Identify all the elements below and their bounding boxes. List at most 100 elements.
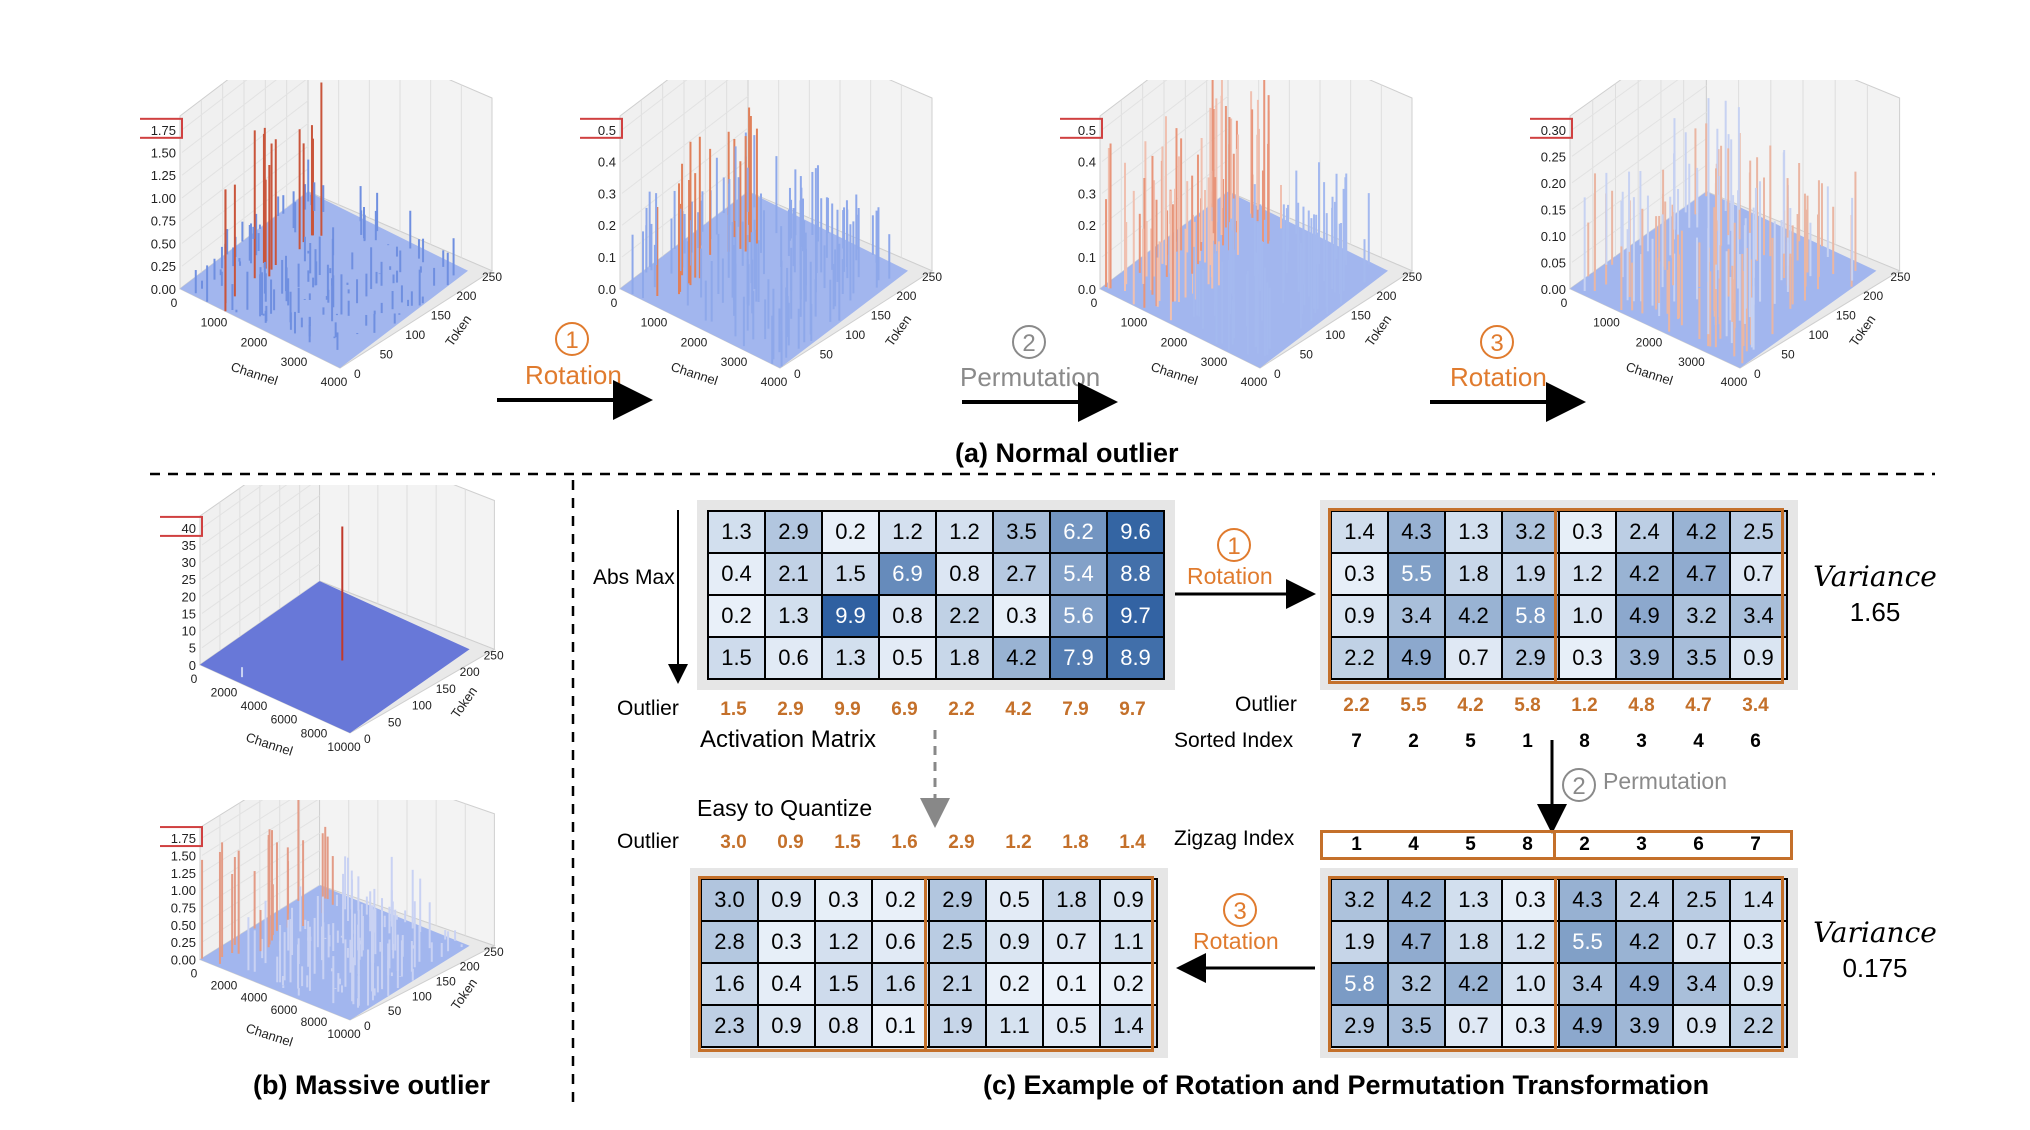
x-tick-label: 8000 (301, 1015, 328, 1029)
matrix-cell: 1.1 (985, 1004, 1044, 1048)
activation-outlier-values: 1.5 2.9 9.9 6.9 2.2 4.2 7.9 9.7 (705, 699, 1161, 721)
plot-surface (180, 82, 468, 368)
matrix-cell: 0.7 (1444, 1004, 1503, 1048)
list-value: 7 (1351, 731, 1362, 752)
z-tick-label: 0.0 (1078, 282, 1096, 297)
z-tick-label: 0.3 (598, 186, 616, 201)
matrix-cell: 1.3 (764, 594, 823, 638)
matrix-cell: 4.3 (1558, 878, 1617, 922)
plot-surface (620, 107, 908, 368)
matrix-cell: 4.9 (1387, 636, 1446, 680)
y-tick-label: 150 (436, 974, 456, 988)
y-tick-label: 50 (380, 348, 394, 362)
x-tick-label: 10000 (327, 740, 361, 754)
plot-grid-line (181, 77, 309, 176)
matrix-row: 1.4 4.3 1.3 3.2 0.3 2.4 4.2 2.5 (1330, 510, 1788, 554)
matrix-cell: 0.7 (1042, 920, 1101, 964)
variance-permuted: Variance 0.175 (1795, 916, 1955, 984)
z-tick-label: 0 (189, 658, 196, 673)
z-tick-label: 25 (182, 572, 196, 587)
z-tick-label: 0.75 (171, 900, 196, 915)
matrix-cell: 4.2 (1615, 552, 1674, 596)
x-tick-label: 2000 (241, 335, 268, 349)
z-tick-label: 0.4 (1078, 155, 1096, 170)
x-tick-label: 6000 (271, 713, 298, 727)
y-tick-label: 150 (431, 309, 451, 323)
y-tick-label: 50 (388, 1004, 402, 1018)
list-value: 3.0 (720, 832, 747, 853)
matrix-row: 0.4 2.1 1.5 6.9 0.8 2.7 5.4 8.8 (707, 552, 1165, 596)
z-tick-label: 0.10 (1541, 229, 1566, 244)
matrix-cell: 5.6 (1049, 594, 1108, 638)
y-tick-label: 250 (1890, 270, 1910, 284)
matrix-cell: 6.9 (878, 552, 937, 596)
z-tick-label: 0.5 (598, 123, 616, 138)
matrix-cell: 4.3 (1387, 510, 1446, 554)
z-tick-label: 1.50 (151, 146, 176, 161)
matrix-cell: 0.7 (1444, 636, 1503, 680)
list-value: 1 (1522, 731, 1533, 752)
list-value: 3.4 (1742, 695, 1769, 716)
matrix-cell: 0.7 (1672, 920, 1731, 964)
zigzag-divider (1553, 830, 1556, 860)
plot-surface (1100, 64, 1388, 368)
matrix-cell: 3.2 (1672, 594, 1731, 638)
activation-outlier-label: Outlier (617, 697, 679, 720)
matrix-cell: 2.1 (928, 962, 987, 1006)
matrix-cell: 2.4 (1615, 510, 1674, 554)
matrix-cell: 0.2 (1099, 962, 1158, 1006)
list-value: 6.9 (891, 699, 918, 720)
matrix-cell: 3.0 (700, 878, 759, 922)
x-tick-label: 4000 (241, 699, 268, 713)
list-value: 5 (1465, 834, 1476, 855)
step-c1-number: 1 (1217, 528, 1251, 562)
y-tick-label: 100 (1325, 328, 1345, 342)
list-value: 3 (1636, 731, 1647, 752)
list-value: 1.5 (720, 699, 747, 720)
matrix-cell: 1.6 (871, 962, 930, 1006)
z-tick-label: 0.25 (151, 259, 176, 274)
variance-rotated: Variance 1.65 (1795, 560, 1955, 628)
list-value: 4 (1408, 834, 1419, 855)
x-tick-label: 3000 (1201, 355, 1228, 369)
matrix-cell: 1.9 (928, 1004, 987, 1048)
list-value: 3 (1636, 834, 1647, 855)
x-tick-label: 4000 (321, 375, 348, 389)
matrix-row: 1.6 0.4 1.5 1.6 2.1 0.2 0.1 0.2 (700, 962, 1158, 1006)
matrix-cell: 9.6 (1106, 510, 1165, 554)
z-tick-label: 15 (182, 606, 196, 621)
list-value: 2.2 (948, 699, 975, 720)
list-value: 5.8 (1514, 695, 1541, 716)
matrix-cell: 3.4 (1558, 962, 1617, 1006)
zigzag-index-values: 1 4 5 8 2 3 6 7 (1328, 834, 1784, 856)
matrix-cell: 2.5 (1672, 878, 1731, 922)
matrix-row: 2.9 3.5 0.7 0.3 4.9 3.9 0.9 2.2 (1330, 1004, 1788, 1048)
matrix-cell: 4.9 (1615, 594, 1674, 638)
x-tick-label: 1000 (641, 316, 668, 330)
y-tick-label: 100 (405, 328, 425, 342)
list-value: 7 (1750, 834, 1761, 855)
matrix-cell: 0.1 (871, 1004, 930, 1048)
surface-base (200, 581, 470, 733)
matrix-cell: 0.5 (985, 878, 1044, 922)
step-a3-number: 3 (1480, 325, 1514, 359)
list-value: 2.9 (777, 699, 804, 720)
z-tick-label: 0.1 (1078, 250, 1096, 265)
plot-grid-line (621, 64, 749, 163)
matrix-cell: 1.2 (935, 510, 994, 554)
final-outlier-values: 3.0 0.9 1.5 1.6 2.9 1.2 1.8 1.4 (705, 832, 1161, 854)
permuted-table: 3.2 4.2 1.3 0.3 4.3 2.4 2.5 1.4 1.9 4.7 1.8 1.2 5.5 4… (1330, 878, 1788, 1048)
list-value: 1.2 (1005, 832, 1032, 853)
z-tick-label: 0.50 (171, 918, 196, 933)
matrix-cell: 2.9 (1501, 636, 1560, 680)
sorted-index-values: 7 2 5 1 8 3 4 6 (1328, 731, 1784, 753)
list-value: 0.9 (777, 832, 804, 853)
matrix-cell: 0.6 (764, 636, 823, 680)
matrix-row: 0.9 3.4 4.2 5.8 1.0 4.9 3.2 3.4 (1330, 594, 1788, 638)
list-value: 2 (1579, 834, 1590, 855)
matrix-cell: 1.4 (1330, 510, 1389, 554)
y-tick-label: 50 (1781, 348, 1795, 362)
x-tick-label: 0 (1561, 296, 1568, 310)
matrix-cell: 0.3 (992, 594, 1051, 638)
matrix-cell: 1.8 (935, 636, 994, 680)
